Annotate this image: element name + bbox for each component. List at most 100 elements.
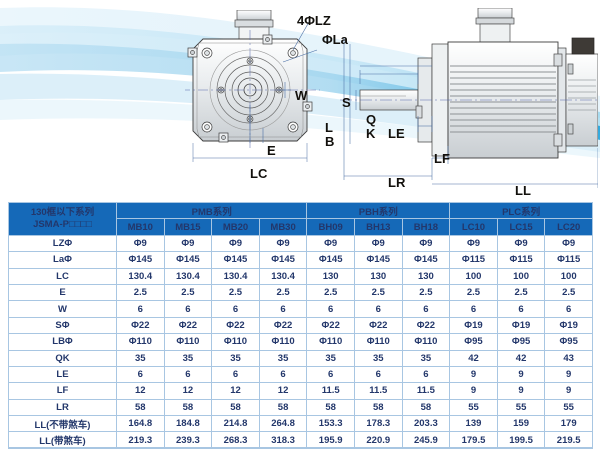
- label-q: Q: [366, 112, 377, 127]
- table-row: LF 12 12 12 12 11.5 11.5 11.5 9 9 9: [8, 382, 593, 400]
- cell-mb20: 130.4: [211, 267, 260, 285]
- table-group-header-row: 130框以下系列 JSMA-P□□□□ PMB系列 PBH系列 PLC系列: [8, 201, 593, 236]
- cell-mb15: 130.4: [163, 267, 213, 285]
- group-header-pmb: PMB系列: [115, 201, 308, 220]
- cell-bh18: Φ9: [401, 234, 451, 253]
- cell-lc10: 179.5: [449, 431, 498, 449]
- row-label: LZΦ: [8, 234, 117, 253]
- cell-lc15: 159: [496, 415, 546, 433]
- cell-lc10: 42: [449, 349, 498, 367]
- cell-bh18: 58: [401, 398, 451, 417]
- model-header-bh18: BH18: [401, 218, 451, 236]
- cell-bh09: 6: [306, 365, 355, 384]
- cell-bh09: Φ22: [306, 316, 355, 335]
- table-row: E 2.5 2.5 2.5 2.5 2.5 2.5 2.5 2.5 2.5 2.5: [8, 283, 593, 302]
- cell-lc10: 2.5: [449, 283, 498, 302]
- cell-lc20: 179: [544, 415, 593, 433]
- cell-mb10: 130.4: [116, 267, 165, 285]
- cell-mb15: 58: [163, 398, 213, 417]
- cell-bh09: 130: [306, 267, 355, 285]
- cell-bh09: Φ145: [306, 251, 355, 269]
- cell-lc15: 2.5: [496, 283, 546, 302]
- label-l: L: [325, 120, 333, 135]
- label-lc: LC: [250, 166, 268, 181]
- model-header-lc20: LC20: [544, 218, 593, 236]
- cell-lc15: 199.5: [496, 431, 546, 449]
- row-label: E: [8, 283, 117, 302]
- cell-mb30: 130.4: [258, 267, 308, 285]
- cell-bh09: 153.3: [306, 415, 355, 433]
- cell-lc20: Φ9: [544, 234, 593, 253]
- row-label: LL(不带煞车): [8, 415, 117, 433]
- cell-lc10: 9: [449, 365, 498, 384]
- cell-lc15: 6: [496, 300, 546, 318]
- cell-lc20: 9: [544, 382, 593, 400]
- cell-lc10: Φ115: [449, 251, 498, 269]
- cell-mb10: Φ22: [116, 316, 165, 335]
- corner-line-2: JSMA-P□□□□: [33, 218, 92, 230]
- dimension-spec-table: 130框以下系列 JSMA-P□□□□ PMB系列 PBH系列 PLC系列 MB…: [8, 201, 593, 449]
- cell-bh13: Φ110: [353, 333, 403, 351]
- cell-mb15: 6: [163, 300, 213, 318]
- model-header-mb20: MB20: [211, 218, 260, 236]
- cell-bh13: 35: [353, 349, 403, 367]
- cell-lc20: Φ19: [544, 316, 593, 335]
- cell-bh18: 6: [401, 365, 451, 384]
- cell-bh18: 245.9: [401, 431, 451, 449]
- label-le: LE: [388, 126, 405, 141]
- cell-mb20: 6: [211, 300, 260, 318]
- model-header-mb30: MB30: [258, 218, 308, 236]
- model-header-mb10: MB10: [116, 218, 165, 236]
- cell-mb30: Φ145: [258, 251, 308, 269]
- table-row: LR 58 58 58 58 58 58 58 55 55 55: [8, 398, 593, 417]
- cell-mb15: 35: [163, 349, 213, 367]
- cell-mb10: 164.8: [116, 415, 165, 433]
- cell-bh09: 11.5: [306, 382, 355, 400]
- cell-mb10: Φ145: [116, 251, 165, 269]
- cell-lc15: 9: [496, 365, 546, 384]
- cell-bh13: 6: [353, 300, 403, 318]
- group-header-plc: PLC系列: [449, 201, 593, 220]
- row-label: QK: [8, 349, 117, 367]
- cell-lc15: 42: [496, 349, 546, 367]
- cell-mb30: 264.8: [258, 415, 308, 433]
- label-e: E: [267, 143, 276, 158]
- cell-bh13: 2.5: [353, 283, 403, 302]
- cell-mb10: Φ9: [116, 234, 165, 253]
- cell-bh18: 6: [401, 300, 451, 318]
- cell-lc20: 100: [544, 267, 593, 285]
- cell-mb20: 214.8: [211, 415, 260, 433]
- cell-bh09: 195.9: [306, 431, 355, 449]
- cell-mb30: 318.3: [258, 431, 308, 449]
- cell-mb15: Φ145: [163, 251, 213, 269]
- row-label: LR: [8, 398, 117, 417]
- side-view-drawing: [340, 8, 598, 188]
- cell-lc10: 9: [449, 382, 498, 400]
- model-header-lc10: LC10: [449, 218, 498, 236]
- cell-mb20: 12: [211, 382, 260, 400]
- model-header-mb15: MB15: [163, 218, 213, 236]
- cell-bh18: Φ22: [401, 316, 451, 335]
- cell-bh13: Φ145: [353, 251, 403, 269]
- label-lf: LF: [434, 151, 450, 166]
- table-row: LE 6 6 6 6 6 6 6 9 9 9: [8, 365, 593, 384]
- corner-line-1: 130框以下系列: [30, 207, 95, 219]
- cell-mb10: Φ110: [116, 333, 165, 351]
- table-corner-header: 130框以下系列 JSMA-P□□□□: [8, 202, 117, 236]
- cell-lc10: Φ9: [449, 234, 498, 253]
- cell-bh13: 58: [353, 398, 403, 417]
- cell-lc20: 219.5: [544, 431, 593, 449]
- cell-mb15: Φ9: [163, 234, 213, 253]
- technical-drawing: 4ΦLZ ΦLa W E LC S Q K LE L B LF LR LL: [0, 0, 600, 200]
- label-k: K: [366, 126, 376, 141]
- cell-mb10: 58: [116, 398, 165, 417]
- cell-mb10: 35: [116, 349, 165, 367]
- cell-mb30: 6: [258, 300, 308, 318]
- model-header-bh09: BH09: [306, 218, 355, 236]
- cell-mb30: Φ110: [258, 333, 308, 351]
- label-b: B: [325, 134, 335, 149]
- cell-bh18: Φ110: [401, 333, 451, 351]
- cell-mb15: Φ22: [163, 316, 213, 335]
- cell-lc10: Φ95: [449, 333, 498, 351]
- table-row: LL(不带煞车) 164.8 184.8 214.8 264.8 153.3 178.3 20…: [8, 415, 593, 433]
